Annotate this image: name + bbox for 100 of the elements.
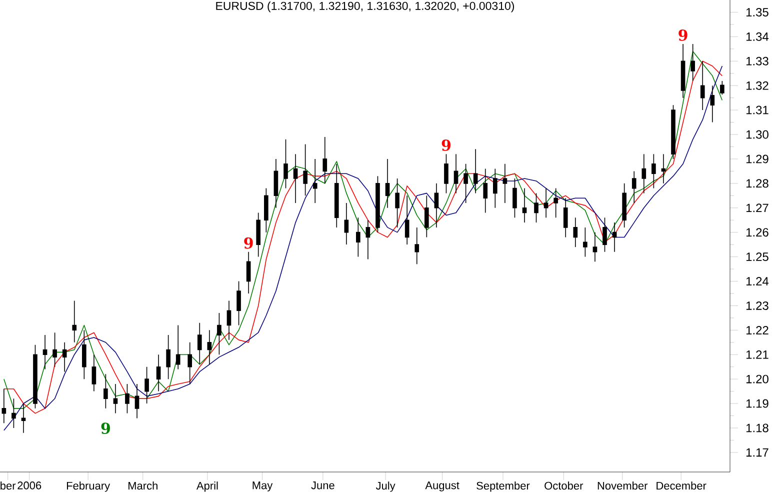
candlestick bbox=[602, 217, 607, 252]
candlestick bbox=[473, 148, 478, 194]
candlestick bbox=[312, 158, 318, 204]
y-tick-label: 1.24 bbox=[746, 277, 769, 286]
candlestick bbox=[573, 217, 578, 248]
candlestick bbox=[492, 168, 498, 208]
y-tick-label: 1.30 bbox=[746, 130, 768, 139]
candlestick bbox=[176, 324, 180, 370]
candlestick bbox=[366, 220, 370, 260]
y-tick-label: 1.25 bbox=[746, 252, 768, 262]
x-tick-label: June bbox=[311, 482, 334, 490]
x-tick-label: March bbox=[128, 482, 158, 490]
candlestick bbox=[464, 163, 468, 204]
candlestick bbox=[522, 188, 527, 223]
y-tick-label: 1.34 bbox=[746, 32, 769, 41]
x-tick-label: ber bbox=[0, 482, 16, 490]
candlestick bbox=[671, 104, 676, 160]
candlestick bbox=[356, 217, 360, 258]
candlestick bbox=[642, 154, 646, 194]
candlestick bbox=[424, 195, 429, 238]
candlestick bbox=[226, 300, 232, 340]
candlestick bbox=[376, 176, 380, 233]
candlestick bbox=[334, 163, 339, 228]
candlestick bbox=[2, 388, 6, 424]
candlestick bbox=[82, 330, 86, 380]
candlestick bbox=[42, 334, 48, 370]
annotation: 9 bbox=[244, 237, 253, 249]
candlestick bbox=[454, 154, 458, 194]
candlestick bbox=[434, 183, 439, 228]
candlestick bbox=[632, 170, 636, 204]
candlestick bbox=[385, 158, 390, 208]
candlestick bbox=[661, 154, 666, 184]
candlestick bbox=[104, 374, 108, 409]
candlestick bbox=[284, 138, 288, 189]
chart-title: EURUSD (1.31700, 1.32190, 1.31630, 1.32020, +0.00310) bbox=[216, 2, 514, 12]
x-tick-label: July bbox=[376, 482, 396, 492]
x-tick-label: September bbox=[476, 482, 530, 492]
candlestick bbox=[483, 168, 488, 214]
candlestick bbox=[652, 154, 656, 189]
annotation: 9 bbox=[101, 422, 110, 434]
candlestick bbox=[156, 354, 161, 392]
y-tick-label: 1.21 bbox=[746, 350, 768, 359]
candlestick bbox=[207, 330, 212, 365]
candlestick bbox=[246, 251, 251, 294]
candlestick bbox=[690, 44, 695, 82]
candlestick bbox=[62, 342, 67, 372]
candlestick bbox=[680, 44, 686, 98]
candlestick bbox=[134, 384, 140, 419]
candlestick bbox=[404, 195, 410, 245]
candlestick bbox=[256, 212, 261, 258]
y-tick-label: 1.23 bbox=[746, 301, 768, 310]
candlestick bbox=[293, 154, 298, 204]
y-tick-label: 1.35 bbox=[746, 8, 768, 16]
x-tick-label: April bbox=[196, 482, 218, 492]
y-tick-label: 1.17 bbox=[746, 448, 768, 457]
candlestick bbox=[274, 158, 278, 208]
candlestick bbox=[544, 188, 548, 218]
candlestick bbox=[700, 60, 705, 110]
y-tick-label: 1.31 bbox=[746, 106, 768, 114]
y-tick-label: 1.29 bbox=[746, 154, 768, 164]
y-tick-label: 1.26 bbox=[746, 228, 768, 237]
candlestick bbox=[395, 178, 400, 228]
candlestick bbox=[144, 366, 149, 404]
candlestick bbox=[563, 198, 568, 238]
x-tick-label: 2006 bbox=[18, 482, 42, 490]
candlestick bbox=[414, 227, 420, 265]
candlestick bbox=[236, 280, 241, 326]
candlestick bbox=[720, 80, 724, 96]
candlestick bbox=[502, 163, 508, 204]
candlestick bbox=[72, 300, 77, 343]
candlestick bbox=[710, 85, 715, 123]
x-tick-label: October bbox=[544, 482, 584, 490]
candlestick bbox=[264, 188, 268, 233]
candlestick bbox=[92, 354, 96, 392]
annotation: 9 bbox=[442, 140, 450, 151]
candlestick bbox=[125, 384, 130, 414]
candlestick bbox=[166, 334, 170, 380]
candlestick bbox=[622, 183, 626, 228]
x-tick-label: November bbox=[598, 482, 648, 490]
y-tick-label: 1.32 bbox=[746, 81, 768, 90]
candlestick bbox=[21, 403, 26, 434]
candlestick bbox=[534, 192, 538, 223]
candlestick bbox=[344, 202, 349, 245]
candlestick bbox=[322, 136, 328, 184]
y-tick-label: 1.27 bbox=[746, 204, 768, 212]
y-tick-label: 1.20 bbox=[746, 374, 768, 384]
candlestick bbox=[113, 384, 118, 414]
y-tick-label: 1.33 bbox=[746, 56, 768, 66]
candlestick bbox=[33, 344, 38, 409]
candlestick bbox=[612, 222, 617, 252]
y-tick-label: 1.22 bbox=[746, 326, 768, 334]
x-tick-label: February bbox=[66, 482, 110, 492]
candlestick bbox=[592, 232, 598, 262]
annotation: 9 bbox=[678, 29, 688, 41]
candlestick bbox=[444, 154, 448, 194]
y-tick-label: 1.19 bbox=[746, 399, 768, 408]
y-tick-label: 1.18 bbox=[746, 424, 768, 432]
x-tick-label: December bbox=[656, 482, 706, 490]
y-tick-label: 1.28 bbox=[746, 179, 768, 188]
candlestick bbox=[188, 342, 192, 384]
